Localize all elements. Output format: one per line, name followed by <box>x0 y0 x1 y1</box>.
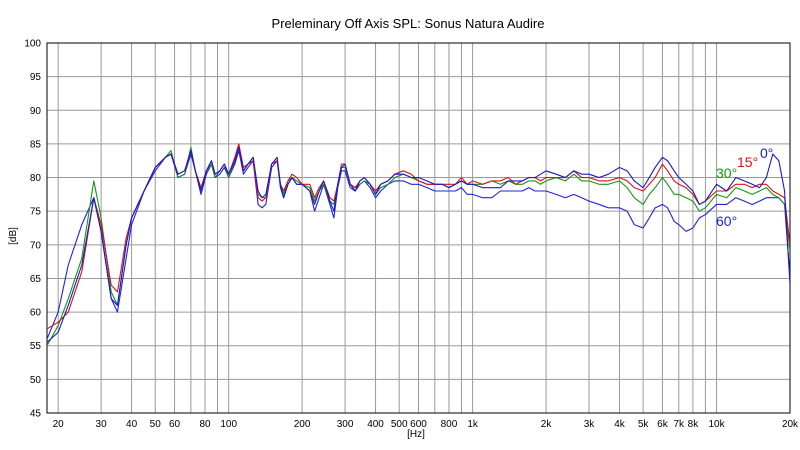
series-line-0deg <box>47 146 790 343</box>
legend: 0°15°30° 60° <box>716 145 773 229</box>
x-tick-label: 600 <box>410 419 427 430</box>
y-tick-label: 60 <box>30 308 42 319</box>
x-tick-label: 1k <box>467 419 479 430</box>
x-tick-label: 2k <box>541 419 553 430</box>
x-tick-label: 50 <box>150 419 162 430</box>
x-tick-label: 6k <box>657 419 669 430</box>
legend-label-30deg: 30° <box>716 165 737 181</box>
x-axis-ticks: 20 30 40 50 60 80 100 200 300 400 500 600 800 1k 2k 3k 4… <box>53 419 799 430</box>
y-tick-label: 90 <box>30 106 42 117</box>
x-tick-label: 300 <box>337 419 354 430</box>
y-tick-label: 70 <box>30 240 42 251</box>
x-tick-label: 400 <box>367 419 384 430</box>
y-tick-label: 80 <box>30 173 42 184</box>
x-tick-label: 10k <box>709 419 726 430</box>
x-tick-label: 80 <box>199 419 211 430</box>
x-tick-label: 4k <box>614 419 626 430</box>
plot-frame <box>46 42 791 414</box>
y-tick-label: 50 <box>30 375 42 386</box>
series-layer <box>47 143 790 346</box>
x-axis-label: [Hz] <box>407 429 425 440</box>
x-tick-label: 40 <box>126 419 138 430</box>
x-tick-label: 200 <box>294 419 311 430</box>
legend-label-60deg: 60° <box>716 213 737 229</box>
x-tick-label: 3k <box>584 419 596 430</box>
x-tick-label: 7k <box>673 419 685 430</box>
legend-label-15deg: 15° <box>737 154 758 170</box>
x-tick-label: 5k <box>638 419 650 430</box>
chart-title: Preleminary Off Axis SPL: Sonus Natura A… <box>272 16 545 31</box>
y-tick-label: 85 <box>30 139 42 150</box>
y-axis-label: [dB] <box>8 227 19 245</box>
y-tick-label: 75 <box>30 207 42 218</box>
y-tick-label: 95 <box>30 72 42 83</box>
y-axis-ticks: 45 50 55 60 65 70 75 80 85 90 95 100 <box>24 39 41 420</box>
y-tick-label: 65 <box>30 274 42 285</box>
x-tick-label: 8k <box>688 419 700 430</box>
x-tick-label: 20k <box>782 419 799 430</box>
series-line-60deg <box>47 150 790 340</box>
legend-label-0deg: 0° <box>760 145 773 161</box>
x-tick-label: 500 <box>391 419 408 430</box>
y-tick-label: 45 <box>30 409 42 420</box>
x-tick-label: 800 <box>441 419 458 430</box>
x-tick-label: 20 <box>53 419 65 430</box>
x-tick-label: 60 <box>169 419 181 430</box>
y-tick-label: 100 <box>24 39 41 50</box>
y-tick-label: 55 <box>30 341 42 352</box>
x-tick-label: 100 <box>220 419 237 430</box>
x-tick-label: 30 <box>96 419 108 430</box>
